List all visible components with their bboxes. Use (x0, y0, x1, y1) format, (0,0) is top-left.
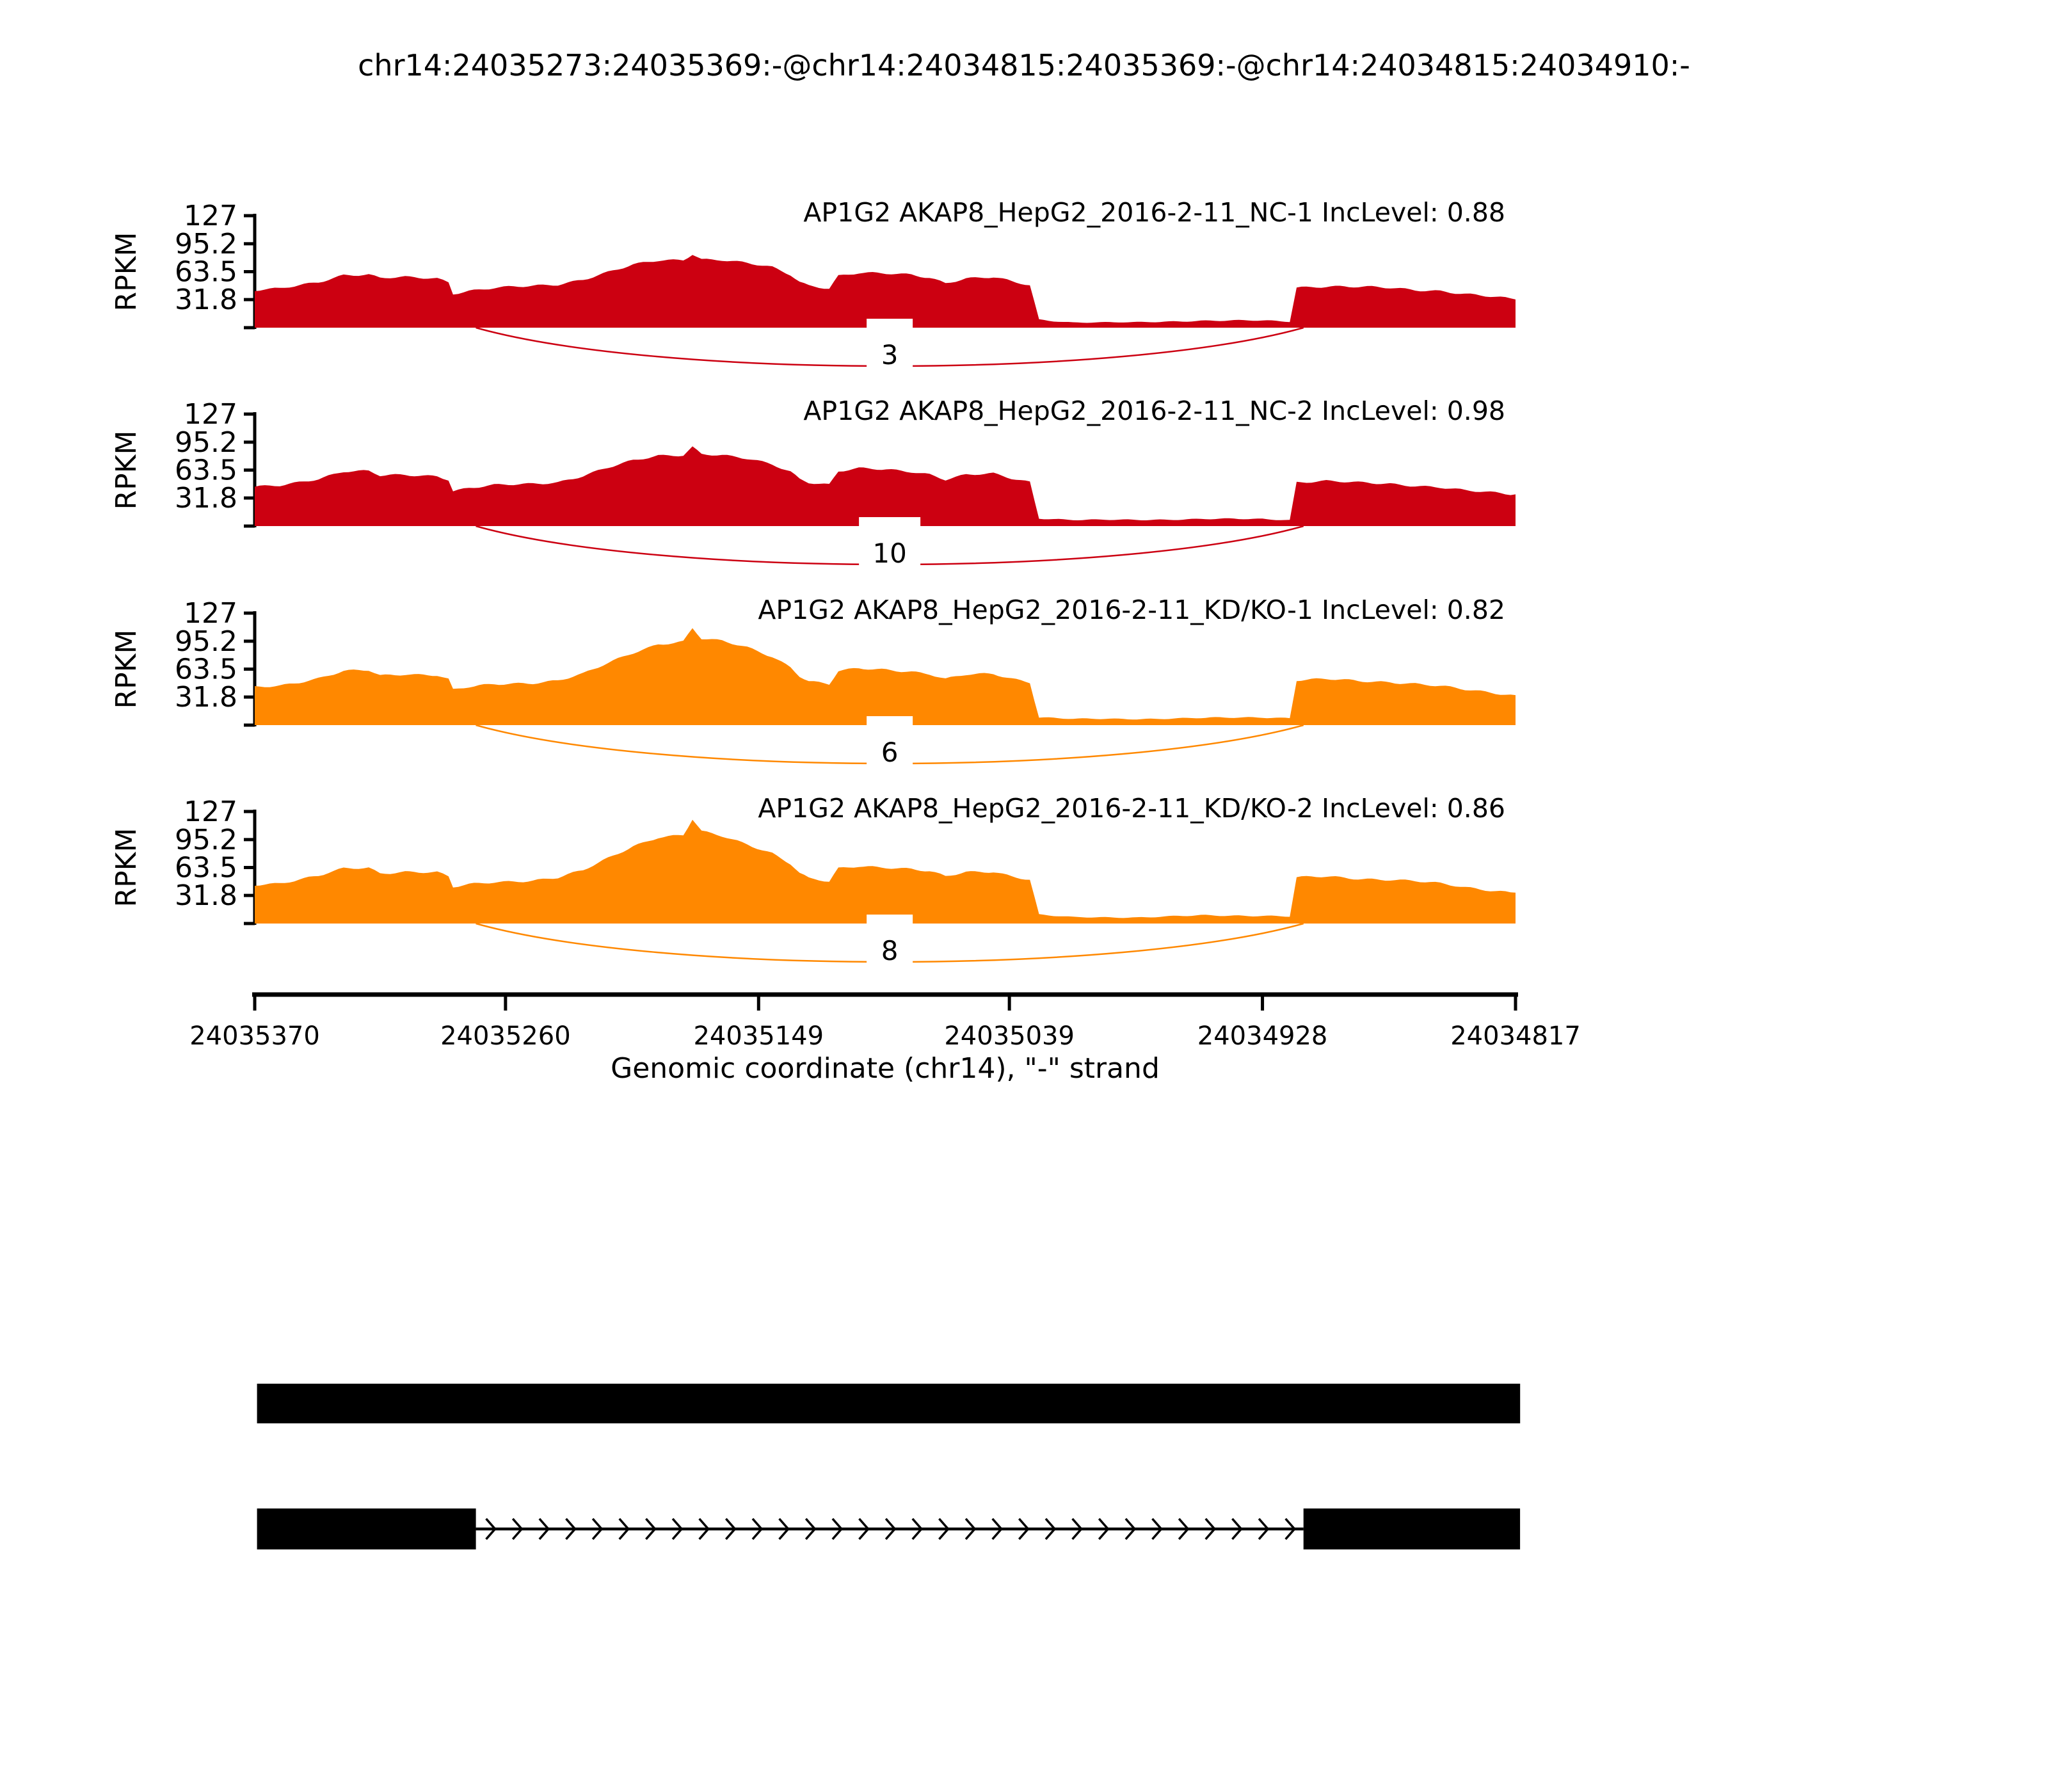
track-label: AP1G2 AKAP8_HepG2_2016-2-11_KD/KO-1 IncL… (758, 595, 1505, 625)
junction-count: 10 (872, 538, 906, 569)
strand-direction-arrow (1178, 1517, 1190, 1540)
strand-direction-arrow (1204, 1517, 1217, 1540)
y-tick-label: 95.2 (175, 228, 237, 260)
track-label: AP1G2 AKAP8_HepG2_2016-2-11_NC-1 IncLeve… (803, 197, 1505, 228)
strand-direction-arrow (698, 1517, 710, 1540)
strand-direction-arrow (991, 1517, 1004, 1540)
strand-direction-arrow (911, 1517, 924, 1540)
y-tick-label: 63.5 (175, 256, 237, 289)
y-tick-label: 95.2 (175, 426, 237, 459)
strand-direction-arrow (858, 1517, 870, 1540)
y-axis-title: RPKM (110, 828, 143, 908)
strand-direction-arrow (1098, 1517, 1110, 1540)
x-tick-label: 24035260 (440, 1021, 571, 1051)
junction-count: 3 (881, 339, 899, 371)
y-tick-label: 31.8 (175, 482, 237, 515)
y-tick-label: 31.8 (175, 284, 237, 316)
junction-count: 8 (881, 935, 899, 966)
junction-count-box (867, 319, 913, 369)
strand-direction-arrow (671, 1517, 684, 1540)
junction-count-box (867, 716, 913, 766)
strand-direction-arrow (1071, 1517, 1083, 1540)
strand-direction-arrow (1231, 1517, 1243, 1540)
plot-title: chr14:24035273:24035369:-@chr14:24034815… (358, 48, 1690, 83)
coverage-area (255, 446, 1516, 526)
x-axis: Genomic coordinate (chr14), "-" strand 2… (189, 992, 1581, 1085)
coverage-area (255, 255, 1516, 328)
strand-direction-arrow (831, 1517, 844, 1540)
track-label: AP1G2 AKAP8_HepG2_2016-2-11_NC-2 IncLeve… (803, 396, 1505, 426)
coverage-area (255, 628, 1516, 725)
exon-block (1303, 1508, 1521, 1549)
y-tick-label: 95.2 (175, 625, 237, 658)
y-tick-label: 127 (184, 200, 237, 232)
strand-direction-arrow (1151, 1517, 1163, 1540)
inclusion-isoform (257, 1384, 1521, 1423)
strand-direction-arrow (511, 1517, 524, 1540)
strand-direction-arrow (1284, 1517, 1297, 1540)
junction-count-box (859, 517, 921, 567)
skipping-isoform (257, 1508, 1521, 1549)
coverage-area (255, 819, 1516, 924)
y-tick-label: 31.8 (175, 681, 237, 714)
strand-direction-arrow (964, 1517, 977, 1540)
y-tick-label: 63.5 (175, 454, 237, 487)
y-tick-label: 127 (184, 597, 237, 630)
y-tick-label: 95.2 (175, 824, 237, 856)
exon-block (257, 1508, 476, 1549)
strand-direction-arrow (1258, 1517, 1270, 1540)
strand-direction-arrow (591, 1517, 604, 1540)
strand-direction-arrow (565, 1517, 577, 1540)
transcript-structure (257, 1384, 1521, 1549)
x-tick-label: 24034817 (1450, 1021, 1581, 1051)
x-tick-label: 24035039 (944, 1021, 1075, 1051)
y-tick-label: 31.8 (175, 879, 237, 912)
junction-count-box (867, 915, 913, 964)
x-tick-label: 24034928 (1197, 1021, 1328, 1051)
y-tick-label: 63.5 (175, 653, 237, 686)
strand-direction-arrow (884, 1517, 897, 1540)
x-tick-label: 24035370 (189, 1021, 320, 1051)
strand-direction-arrow (724, 1517, 737, 1540)
strand-direction-arrow (778, 1517, 790, 1540)
y-axis-title: RPKM (110, 232, 143, 312)
y-axis-title: RPKM (110, 431, 143, 510)
strand-direction-arrow (618, 1517, 630, 1540)
exon-block (257, 1384, 1521, 1423)
strand-direction-arrow (645, 1517, 657, 1540)
strand-direction-arrow (1044, 1517, 1057, 1540)
strand-direction-arrow (804, 1517, 817, 1540)
strand-direction-arrow (751, 1517, 764, 1540)
strand-direction-arrow (938, 1517, 950, 1540)
y-tick-label: 127 (184, 796, 237, 828)
strand-direction-arrow (1018, 1517, 1030, 1540)
y-tick-label: 63.5 (175, 852, 237, 884)
x-tick-label: 24035149 (693, 1021, 824, 1051)
strand-direction-arrow (485, 1517, 497, 1540)
strand-direction-arrow (538, 1517, 550, 1540)
track-label: AP1G2 AKAP8_HepG2_2016-2-11_KD/KO-2 IncL… (758, 793, 1505, 824)
x-axis-title: Genomic coordinate (chr14), "-" strand (611, 1052, 1160, 1085)
y-axis-title: RPKM (110, 630, 143, 709)
junction-count: 6 (881, 737, 899, 768)
y-tick-label: 127 (184, 398, 237, 431)
strand-direction-arrow (1124, 1517, 1137, 1540)
